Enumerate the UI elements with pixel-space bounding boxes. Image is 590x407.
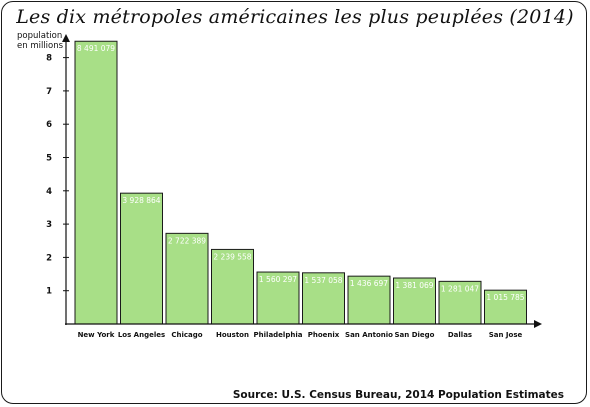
y-tick-label: 3 [46,220,52,230]
bar-san-jose [484,289,527,325]
category-label: Dallas [448,331,472,339]
source-note: Source: U.S. Census Bureau, 2014 Populat… [232,389,564,401]
category-label: Houston [216,331,249,339]
category-label: Los Angeles [118,331,165,339]
bar-philadelphia [256,271,300,325]
bar-san-antonio [347,275,391,325]
y-axis-label-line-2: en millions [17,41,64,51]
category-label: San Jose [489,331,523,339]
y-tick-label: 2 [46,253,52,263]
value-label: 2 239 558 [213,252,251,261]
value-label: 2 722 389 [168,236,206,245]
category-label: Phoenix [308,331,340,339]
axes-layer: 1 2 3 4 5 6 7 8 [46,34,542,328]
value-label: 8 491 079 [77,44,115,53]
category-label: Philadelphia [254,331,303,339]
y-tick-label: 5 [46,154,52,164]
category-label: Chicago [171,331,202,339]
bar-dallas [438,280,482,325]
value-label: 1 537 058 [304,276,342,285]
value-label: 1 015 785 [486,293,524,302]
value-label: 1 381 069 [395,281,433,290]
y-tick-label: 7 [46,87,52,97]
y-tick-label: 1 [46,287,52,297]
y-tick-label: 8 [46,54,52,64]
y-axis-label-line-1: population [17,31,63,41]
value-label: 1 436 697 [350,279,388,288]
y-axis-label: population en millions [17,31,77,51]
value-label: 1 560 297 [259,275,297,284]
value-label: 3 928 864 [122,196,160,205]
bar-phoenix [302,272,345,325]
bar-new-york [74,40,118,325]
y-tick-label: 4 [46,187,52,197]
bar-chicago [165,232,209,325]
y-tick-label: 6 [46,120,52,130]
category-label: San Diego [395,331,435,339]
bar-los-angeles [120,192,163,325]
bar-san-diego [393,277,436,325]
value-label: 1 281 047 [441,284,479,293]
category-label: New York [78,331,115,339]
bars-layer: 8 491 079 New York 3 928 864 Los Angeles 2 7… [74,40,527,339]
category-label: San Antonio [345,331,393,339]
chart-title: Les dix métropoles américaines les plus … [16,6,574,28]
